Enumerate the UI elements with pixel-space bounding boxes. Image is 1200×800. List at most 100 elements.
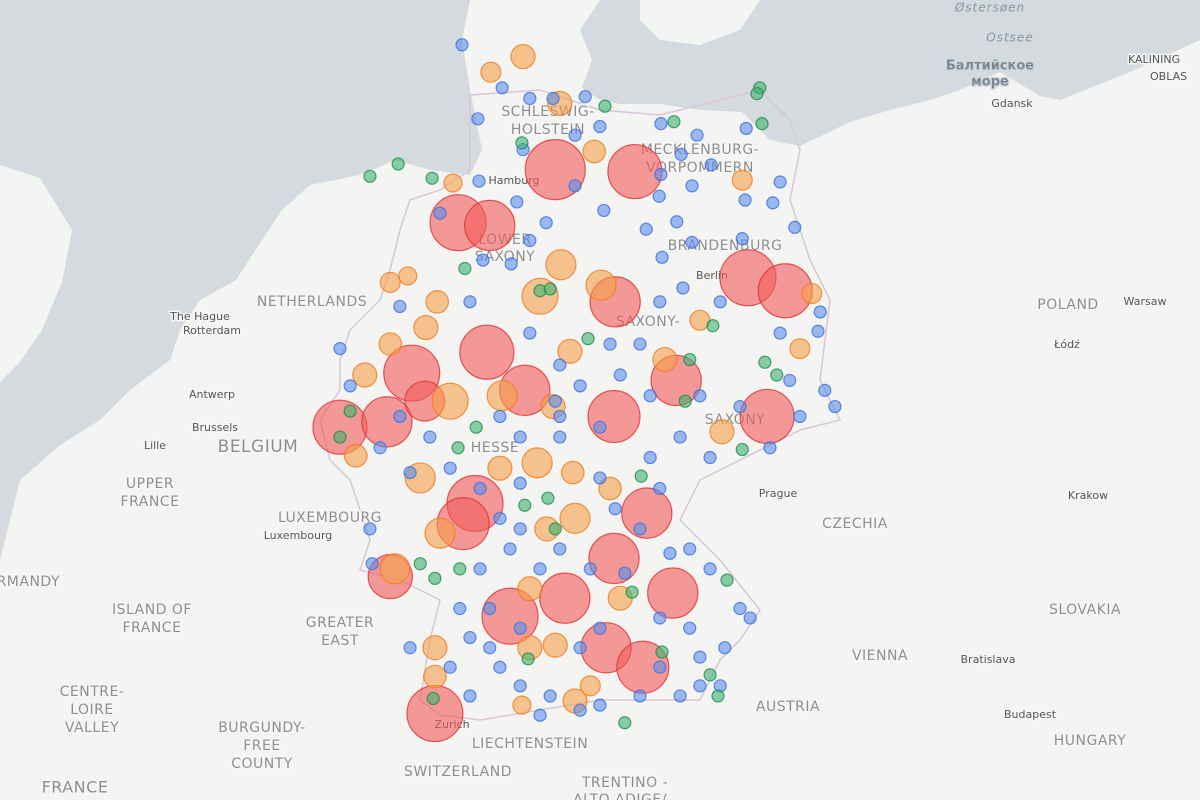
marker (543, 689, 557, 703)
marker (703, 562, 717, 576)
marker (704, 158, 718, 172)
city-label: Łódź (1053, 338, 1080, 351)
country-label: AUSTRIA (756, 699, 820, 715)
marker (735, 442, 749, 457)
marker (663, 546, 677, 560)
city-label: Luxembourg (264, 529, 333, 542)
marker (652, 189, 666, 203)
region-label: HESSE (471, 440, 520, 456)
marker (486, 380, 518, 412)
marker (597, 203, 611, 218)
country-label: NETHERLANDS (257, 294, 367, 310)
marker (533, 562, 547, 576)
marker (587, 389, 641, 444)
city-label: Krakow (1068, 489, 1108, 502)
marker (643, 389, 657, 403)
marker (510, 43, 536, 70)
marker (546, 91, 560, 106)
marker (793, 409, 807, 424)
marker (598, 99, 612, 113)
marker (673, 430, 687, 444)
marker (733, 399, 747, 414)
marker (653, 660, 667, 674)
marker (718, 641, 732, 655)
marker (393, 409, 407, 424)
marker (472, 174, 486, 188)
marker (693, 679, 707, 693)
marker (758, 355, 772, 369)
marker (766, 196, 780, 210)
marker (706, 319, 720, 333)
marker (739, 121, 753, 136)
marker (379, 271, 401, 293)
marker (493, 660, 507, 674)
city-label: Warsaw (1124, 295, 1167, 308)
marker (582, 139, 607, 164)
city-label: Brussels (192, 421, 238, 434)
marker (393, 299, 407, 314)
marker (763, 441, 777, 455)
marker (515, 136, 529, 150)
city-label: Prague (759, 487, 798, 500)
marker (443, 173, 463, 193)
marker (513, 679, 527, 693)
marker (523, 326, 537, 340)
marker (703, 450, 717, 465)
marker (583, 562, 597, 576)
marker (521, 652, 535, 666)
region-label: GREATER (306, 615, 375, 631)
marker (517, 576, 543, 602)
marker (343, 443, 368, 468)
marker (593, 420, 607, 434)
marker (423, 430, 437, 444)
region-label: SAXONY (475, 249, 535, 265)
marker (739, 388, 795, 445)
marker (653, 611, 667, 625)
region-label: FREE (243, 738, 280, 754)
region-label: FRANCE (123, 620, 182, 636)
marker (431, 382, 469, 420)
marker (343, 379, 357, 393)
baltic-sea (580, 0, 1200, 146)
marker (553, 430, 567, 444)
region-label: COUNTY (231, 756, 293, 772)
region-label: BURGUNDY- (218, 720, 306, 736)
marker (476, 253, 490, 267)
marker (618, 716, 632, 730)
marker (789, 338, 811, 360)
marker (480, 61, 502, 83)
marker (573, 379, 587, 393)
marker (655, 645, 669, 659)
marker (568, 128, 582, 142)
city-label: Rotterdam (183, 324, 241, 337)
marker (634, 469, 648, 483)
region-label: KALINING (1128, 53, 1180, 66)
marker (463, 295, 477, 309)
sea-label: Østersøen (954, 1, 1025, 15)
marker (811, 324, 825, 338)
marker (685, 235, 699, 249)
zealand (640, 0, 760, 45)
marker (553, 358, 567, 372)
marker (425, 171, 439, 185)
region-label: VALLEY (65, 720, 119, 736)
marker (585, 269, 617, 301)
marker (557, 338, 583, 364)
north-sea (0, 0, 482, 560)
marker (483, 601, 497, 616)
marker (473, 481, 487, 496)
marker (690, 128, 704, 142)
country-label: LIECHTENSTEIN (472, 736, 588, 752)
marker (333, 430, 347, 444)
marker (503, 542, 517, 556)
marker (513, 476, 527, 490)
marker (720, 573, 734, 587)
marker (593, 471, 607, 485)
region-label: MECKLENBURG- (641, 142, 759, 158)
marker (674, 147, 688, 161)
marker (693, 650, 707, 664)
marker (828, 399, 842, 414)
marker (603, 337, 617, 351)
marker (613, 368, 627, 382)
marker (523, 233, 537, 248)
